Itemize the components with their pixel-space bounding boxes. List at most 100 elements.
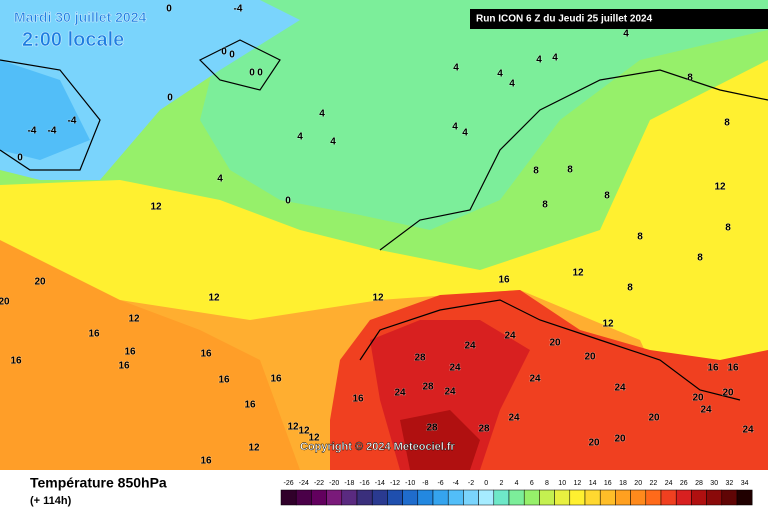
temperature-field: [0, 0, 768, 470]
legend-tick: 34: [741, 480, 749, 487]
contour-label: 4: [453, 63, 459, 74]
legend-swatch: [280, 489, 297, 506]
contour-label: 4: [552, 53, 558, 64]
contour-label: -4: [28, 126, 37, 137]
contour-label: 16: [118, 361, 130, 372]
contour-label: 24: [504, 331, 516, 342]
contour-label: 8: [637, 232, 643, 243]
legend-tick: -20: [329, 480, 339, 487]
legend-swatch: [295, 489, 312, 506]
legend-swatch: [554, 489, 571, 506]
legend-swatch: [584, 489, 601, 506]
legend-tick: -16: [360, 480, 370, 487]
legend-swatch: [523, 489, 540, 506]
contour-label: 0: [229, 50, 235, 61]
contour-label: 4: [536, 55, 542, 66]
contour-label: 16: [498, 275, 510, 286]
legend-tick: 14: [589, 480, 597, 487]
legend-tick: 12: [574, 480, 582, 487]
legend-swatch: [387, 489, 403, 506]
contour-label: 24: [394, 388, 406, 399]
date: Mardi 30 juillet 2024: [14, 9, 146, 25]
legend-swatch: [371, 489, 388, 506]
contour-label: 20: [614, 434, 626, 445]
time: 2:00 locale: [22, 29, 124, 51]
contour-label: 4: [217, 174, 223, 185]
contour-label: 12: [602, 319, 614, 330]
legend-swatch: [675, 489, 692, 506]
run-box: [470, 9, 768, 29]
legend-tick: -10: [405, 480, 415, 487]
contour-label: 0: [221, 47, 227, 58]
contour-label: 16: [124, 347, 136, 358]
coast: [0, 59, 101, 171]
contour-label: 12: [298, 426, 310, 437]
contour-label: 0: [249, 68, 255, 79]
legend-swatch: [599, 489, 616, 506]
legend-tick: -8: [422, 480, 428, 487]
legend-tick: 20: [634, 480, 642, 487]
contour-label: 12: [128, 314, 140, 325]
contour-label: 20: [692, 393, 704, 404]
legend-tick: 10: [558, 480, 566, 487]
coastlines: [0, 39, 768, 401]
contour-label: 16: [218, 375, 230, 386]
contour-label: -4: [48, 126, 57, 137]
coast: [359, 299, 741, 401]
contour-label: 12: [287, 422, 299, 433]
contour-label: 4: [297, 132, 303, 143]
contour-label: 4: [462, 128, 468, 139]
legend-tick: 30: [710, 480, 718, 487]
legend-tick: 16: [604, 480, 612, 487]
legend-tick: 6: [530, 480, 534, 487]
run-info: Run ICON 6 Z du Jeudi 25 juillet 2024: [476, 14, 653, 25]
contour-label: 16: [727, 363, 739, 374]
legend-swatch: [463, 489, 479, 506]
contour-label: 24: [444, 387, 456, 398]
contour-label: 8: [687, 73, 693, 84]
footer-title: Température 850hPa: [30, 475, 167, 491]
contour-label: 20: [588, 438, 600, 449]
color-legend: -26 -24 -22 -20 -18 -16 -14 -12 -10 -8 -6 -4 -2 0 2 4 6 8…: [280, 480, 753, 506]
contour-label: 8: [533, 166, 539, 177]
legend-tick: 0: [484, 480, 488, 487]
legend-tick: -6: [437, 480, 443, 487]
legend-tick: -26: [284, 480, 294, 487]
legend-tick: 22: [650, 480, 658, 487]
legend-tick: 4: [515, 480, 519, 487]
contour-label: 8: [627, 283, 633, 294]
legend-swatch: [493, 489, 510, 506]
contour-label: 16: [707, 363, 719, 374]
contour-label: 16: [270, 374, 282, 385]
contour-label: 28: [478, 424, 490, 435]
legend-tick: 8: [545, 480, 549, 487]
contour-label: 20: [722, 388, 734, 399]
contour-label: 28: [426, 423, 438, 434]
legend-swatch: [660, 489, 677, 506]
contour-label: -4: [234, 4, 243, 15]
legend-swatch: [478, 489, 495, 506]
contour-label: 0: [257, 68, 263, 79]
legend-tick: 28: [695, 480, 703, 487]
contour-label: 8: [697, 253, 703, 264]
coast: [198, 39, 281, 91]
legend-tick: -12: [390, 480, 400, 487]
field-mint: [200, 0, 768, 230]
legend-swatch: [417, 489, 434, 506]
legend-swatch: [539, 489, 555, 506]
legend-tick: -24: [299, 480, 309, 487]
field-dark-orange: [0, 240, 300, 470]
contour-label: 12: [572, 268, 584, 279]
contour-label: 4: [452, 122, 458, 133]
contour-label: 8: [725, 223, 731, 234]
contour-label: 20: [34, 277, 46, 288]
contour-label: 12: [714, 182, 726, 193]
legend-swatch: [356, 489, 373, 506]
contour-label: 24: [508, 413, 520, 424]
copyright: Copyright © 2024 Meteociel.fr: [300, 441, 456, 453]
legend-swatch: [432, 489, 449, 506]
legend-swatch: [721, 489, 738, 506]
contour-label: 16: [200, 349, 212, 360]
legend-tick: 32: [726, 480, 734, 487]
contour-label: 28: [422, 382, 434, 393]
